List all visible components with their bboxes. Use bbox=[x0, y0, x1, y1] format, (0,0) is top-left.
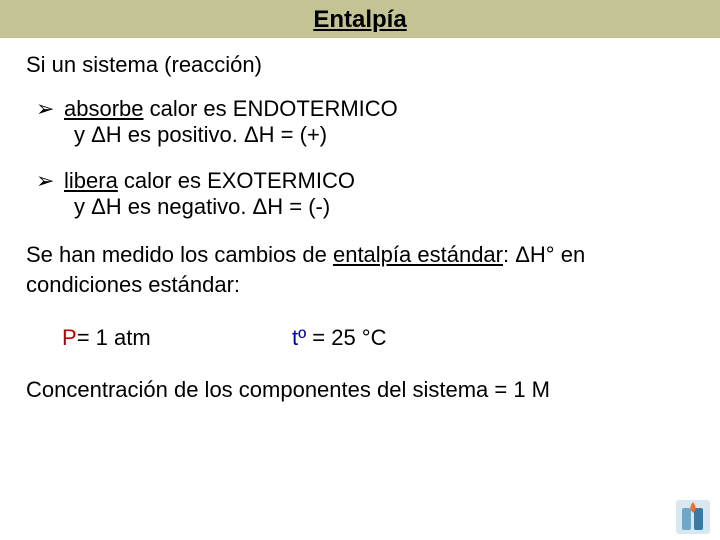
bullet-exo-line1: libera calor es EXOTERMICO bbox=[64, 168, 694, 194]
intro-text: Si un sistema (reacción) bbox=[26, 52, 694, 78]
bullet-endo-line1: absorbe calor es ENDOTERMICO bbox=[64, 96, 694, 122]
standard-enthalpy-text: Se han medido los cambios de entalpía es… bbox=[26, 240, 694, 299]
concentration-text: Concentración de los componentes del sis… bbox=[26, 377, 694, 403]
pressure-condition: P= 1 atm bbox=[62, 325, 292, 351]
pressure-value: = 1 atm bbox=[77, 325, 151, 350]
para2-underline: entalpía estándar bbox=[333, 242, 503, 267]
content-area: Si un sistema (reacción) ➢ absorbe calor… bbox=[0, 38, 720, 403]
logo-icon bbox=[676, 500, 710, 534]
pressure-label: P bbox=[62, 325, 77, 350]
bullet-icon: ➢ bbox=[36, 168, 64, 194]
bullet-endo-rest: calor es ENDOTERMICO bbox=[144, 96, 398, 121]
page-title: Entalpía bbox=[313, 6, 406, 33]
bullet-endo: ➢ absorbe calor es ENDOTERMICO y ΔH es p… bbox=[36, 96, 694, 148]
bullet-exo-line2: y ΔH es negativo. ΔH = (-) bbox=[74, 194, 694, 220]
conditions-row: P= 1 atm tº = 25 °C bbox=[62, 325, 694, 351]
word-absorbe: absorbe bbox=[64, 96, 144, 121]
temperature-label: tº bbox=[292, 325, 306, 350]
word-libera: libera bbox=[64, 168, 118, 193]
para2-pre: Se han medido los cambios de bbox=[26, 242, 333, 267]
bullet-endo-line2: y ΔH es positivo. ΔH = (+) bbox=[74, 122, 694, 148]
temperature-value: = 25 °C bbox=[306, 325, 386, 350]
temperature-condition: tº = 25 °C bbox=[292, 325, 694, 351]
bullet-exo: ➢ libera calor es EXOTERMICO y ΔH es neg… bbox=[36, 168, 694, 220]
title-bar: Entalpía bbox=[0, 0, 720, 38]
bullet-icon: ➢ bbox=[36, 96, 64, 122]
bullet-exo-rest: calor es EXOTERMICO bbox=[118, 168, 355, 193]
